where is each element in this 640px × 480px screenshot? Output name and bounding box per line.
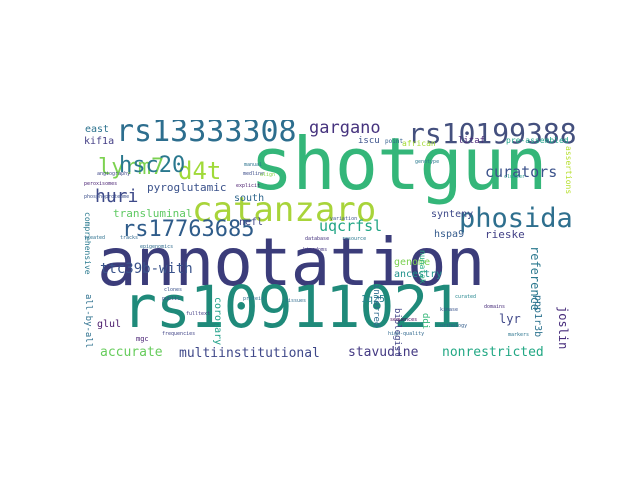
cloud-word: rs17763685	[122, 217, 255, 242]
cloud-word: synteny	[431, 209, 474, 220]
word-cloud: annotation shotgun rs10911021 catanzaro …	[80, 120, 576, 368]
cloud-word: clones	[164, 287, 183, 293]
cloud-word: comprehensive	[83, 212, 92, 275]
cloud-word: reference	[528, 246, 542, 312]
cloud-word: kingdoms	[303, 247, 328, 253]
cloud-word: east	[85, 124, 110, 135]
cloud-word: coronary	[212, 297, 223, 346]
cloud-word: resource	[342, 236, 367, 242]
cloud-word: mgc	[136, 335, 149, 343]
cloud-word: glul	[97, 319, 122, 330]
cloud-word: curated	[455, 294, 477, 300]
cloud-word: pyroglutamic	[147, 181, 227, 194]
cloud-word: sequences	[390, 317, 418, 323]
cloud-word: medline	[243, 171, 265, 177]
cloud-word: nefl	[239, 217, 264, 228]
cloud-word: hsc20	[119, 153, 186, 178]
cloud-word: domains	[484, 304, 506, 310]
cloud-word: frequencies	[162, 331, 196, 337]
cloud-word: genotype	[415, 159, 440, 165]
cloud-word: orthology	[440, 323, 468, 329]
cloud-word: point	[385, 138, 404, 145]
cloud-word: lyrm7	[98, 155, 165, 180]
cloud-word: treated	[84, 235, 106, 241]
cloud-word: genome	[394, 257, 431, 268]
cloud-word: accurate	[100, 345, 163, 360]
cloud-word: tracks	[120, 235, 139, 241]
cloud-word: pre-assembled	[506, 136, 569, 145]
cloud-word: peroxisomes	[84, 181, 118, 187]
cloud-word: align	[260, 172, 276, 178]
cloud-word: 1q25	[361, 294, 386, 305]
cloud-word: ppp1r3b	[532, 295, 543, 338]
cloud-word: tissues	[285, 298, 307, 304]
cloud-word: stavudine	[348, 345, 419, 360]
cloud-word: multiinstitutional	[179, 346, 320, 361]
cloud-word: biologist	[392, 308, 402, 357]
cloud-word: ttc39b-with	[100, 261, 193, 277]
cloud-word: d4t	[178, 157, 222, 185]
cloud-word: nonrestricted	[442, 345, 544, 360]
cloud-word: south	[234, 193, 265, 204]
cloud-word: gargano	[309, 120, 381, 138]
cloud-word: high-quality	[388, 331, 425, 337]
cloud-word: database	[305, 236, 330, 242]
cloud-word: curators	[485, 163, 558, 181]
cloud-word: variation	[330, 216, 358, 222]
cloud-word: iscu	[358, 136, 380, 146]
cloud-word: hspa9	[434, 229, 465, 240]
cloud-word: epigenomics	[140, 244, 174, 250]
cloud-word: markers	[508, 332, 530, 338]
cloud-word: huri	[95, 186, 139, 207]
cloud-word: shotgun	[250, 122, 547, 206]
cloud-word: ddi	[420, 313, 430, 330]
cloud-word: explicit	[236, 183, 261, 189]
cloud-word: assertions	[564, 146, 573, 195]
cloud-word: protein	[243, 296, 265, 302]
cloud-word: public	[162, 296, 181, 302]
cloud-word: catanzaro	[192, 190, 377, 230]
cloud-word: nunatak	[418, 250, 427, 284]
cloud-word: phosphoproteome	[84, 194, 130, 200]
cloud-word: annotation	[97, 224, 485, 301]
cloud-word: ancestry	[394, 269, 443, 280]
cloud-word: uqcrfsl	[319, 217, 383, 235]
cloud-word: rs10911021	[122, 273, 462, 341]
cloud-word: rs10199388	[408, 120, 576, 150]
cloud-word: angiography	[97, 171, 131, 177]
cloud-word: transluminal	[113, 207, 193, 220]
cloud-word: phosida	[459, 203, 573, 234]
cloud-word: rs13333308	[116, 120, 297, 149]
cloud-word: lyr	[499, 312, 521, 326]
cloud-word: kif1a	[84, 136, 115, 147]
cloud-word: rieske	[485, 228, 525, 241]
cloud-word: fulltext	[186, 311, 211, 317]
cloud-word: cluster	[504, 174, 526, 180]
cloud-word: litaf	[458, 136, 486, 146]
cloud-word: manual	[244, 162, 263, 168]
cloud-word: kinase	[440, 307, 459, 313]
cloud-word: joslin	[556, 306, 570, 350]
cloud-word: african	[402, 139, 436, 148]
cloud-word: all-by-all	[83, 294, 93, 349]
cloud-word: inferred	[371, 284, 381, 328]
